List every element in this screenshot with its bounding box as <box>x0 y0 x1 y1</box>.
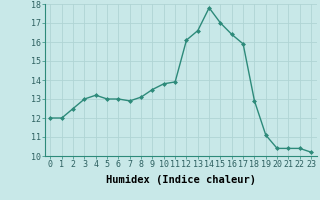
X-axis label: Humidex (Indice chaleur): Humidex (Indice chaleur) <box>106 175 256 185</box>
